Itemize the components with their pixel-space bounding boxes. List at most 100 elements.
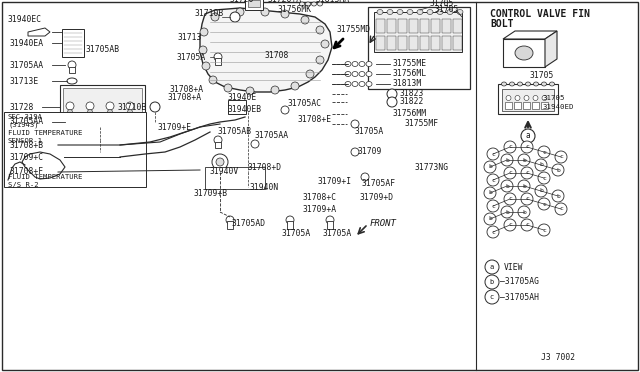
Circle shape: [501, 206, 513, 218]
Circle shape: [504, 193, 516, 205]
Circle shape: [226, 216, 234, 224]
Circle shape: [555, 203, 567, 215]
Circle shape: [66, 102, 74, 110]
Text: 31813M: 31813M: [393, 80, 422, 89]
Ellipse shape: [352, 71, 358, 77]
Circle shape: [301, 16, 309, 24]
Circle shape: [515, 96, 520, 100]
Circle shape: [518, 154, 530, 166]
Text: J3 7002: J3 7002: [541, 353, 575, 362]
Circle shape: [485, 290, 499, 304]
Text: CONTROL VALVE FIN: CONTROL VALVE FIN: [490, 9, 590, 19]
Text: 31708+A: 31708+A: [170, 86, 204, 94]
Text: 31708+B: 31708+B: [10, 141, 44, 150]
Bar: [69, 124, 75, 130]
Text: 31756MK: 31756MK: [278, 6, 312, 15]
Text: VIEW: VIEW: [504, 263, 524, 272]
Circle shape: [538, 172, 550, 184]
Text: b: b: [490, 279, 494, 285]
Polygon shape: [28, 28, 50, 36]
Text: b: b: [505, 183, 509, 189]
Bar: [431, 19, 440, 33]
Text: 31709+E: 31709+E: [158, 122, 192, 131]
Text: 31709+I: 31709+I: [318, 177, 352, 186]
Circle shape: [521, 219, 533, 231]
Text: c: c: [542, 202, 546, 206]
Text: 31726+A: 31726+A: [268, 0, 302, 4]
Text: 31940E: 31940E: [228, 93, 257, 103]
Bar: [387, 19, 396, 33]
Circle shape: [521, 167, 533, 179]
Text: c: c: [491, 151, 495, 157]
Ellipse shape: [67, 78, 77, 84]
Text: 31713: 31713: [178, 32, 202, 42]
Bar: [62, 29, 84, 57]
Circle shape: [306, 70, 314, 78]
Text: 31705AC: 31705AC: [288, 99, 322, 109]
Ellipse shape: [377, 10, 383, 15]
Circle shape: [209, 76, 217, 84]
Text: 31705AA: 31705AA: [255, 131, 289, 141]
Circle shape: [316, 56, 324, 64]
Text: 31713E: 31713E: [10, 77, 39, 86]
Text: b: b: [505, 157, 509, 163]
Text: 31705AA: 31705AA: [10, 61, 44, 70]
Text: b: b: [522, 157, 526, 163]
Text: 31705: 31705: [543, 95, 566, 101]
Circle shape: [316, 26, 324, 34]
Text: b: b: [488, 217, 492, 221]
Circle shape: [501, 180, 513, 192]
Circle shape: [214, 53, 222, 61]
Text: 31705AD: 31705AD: [232, 219, 266, 228]
Text: b: b: [539, 189, 543, 193]
Text: a: a: [490, 264, 494, 270]
Bar: [227, 221, 233, 229]
Text: 31940ED: 31940ED: [543, 104, 575, 110]
Ellipse shape: [359, 71, 365, 77]
Text: 31705: 31705: [530, 71, 554, 80]
Text: 31709: 31709: [358, 148, 382, 157]
Text: 31705A: 31705A: [282, 230, 311, 238]
Bar: [514, 102, 521, 109]
Bar: [502, 89, 554, 111]
Circle shape: [521, 193, 533, 205]
Bar: [505, 102, 512, 109]
Bar: [327, 221, 333, 229]
Bar: [503, 39, 545, 67]
Text: c: c: [559, 154, 563, 160]
Ellipse shape: [417, 10, 423, 15]
Bar: [368, 7, 470, 89]
Circle shape: [484, 187, 496, 199]
Bar: [215, 142, 221, 148]
Text: 31940V: 31940V: [210, 167, 239, 176]
Text: c: c: [559, 206, 563, 212]
Ellipse shape: [366, 61, 372, 67]
Circle shape: [291, 82, 299, 90]
Circle shape: [361, 173, 369, 181]
Text: c: c: [508, 196, 512, 202]
Circle shape: [202, 62, 210, 70]
Ellipse shape: [345, 71, 351, 77]
Text: 31709+C: 31709+C: [10, 153, 44, 161]
Text: 31705AB: 31705AB: [86, 45, 120, 55]
Bar: [376, 19, 385, 33]
Ellipse shape: [305, 2, 310, 6]
Bar: [442, 19, 451, 33]
Circle shape: [485, 260, 499, 274]
Text: —31705AH: —31705AH: [500, 292, 539, 301]
Bar: [431, 36, 440, 50]
Ellipse shape: [427, 10, 433, 15]
Circle shape: [286, 216, 294, 224]
Circle shape: [504, 141, 516, 153]
Text: c: c: [491, 230, 495, 234]
Text: 31708+A: 31708+A: [168, 93, 202, 102]
Bar: [398, 36, 407, 50]
Circle shape: [127, 109, 132, 115]
Ellipse shape: [300, 2, 305, 6]
Circle shape: [68, 118, 76, 126]
Text: 31708+E: 31708+E: [298, 115, 332, 125]
Circle shape: [538, 198, 550, 210]
Text: 31710B: 31710B: [118, 103, 147, 112]
Text: 31709+A: 31709+A: [303, 205, 337, 215]
Circle shape: [246, 87, 254, 95]
